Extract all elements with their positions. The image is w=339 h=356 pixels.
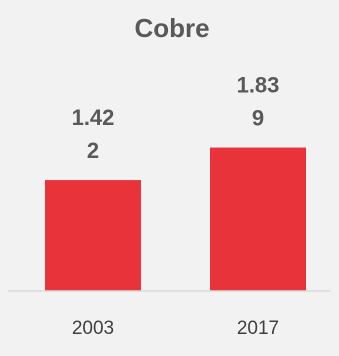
bars-group	[45, 147, 306, 291]
data-label-2003-line-1: 1.42	[72, 105, 115, 130]
data-label-2017-line-2: 9	[252, 106, 264, 131]
x-tick-labels: 2003 2017	[72, 318, 279, 339]
bar-2003	[45, 180, 141, 291]
bar-2017	[210, 147, 306, 291]
data-label-2017-line-1: 1.83	[237, 73, 280, 98]
data-labels-group: 1.42 2 1.83 9	[72, 73, 280, 164]
data-label-2003-line-2: 2	[87, 138, 99, 163]
x-tick-label-2003: 2003	[72, 318, 114, 339]
chart-title: Cobre	[134, 13, 209, 43]
x-tick-label-2017: 2017	[237, 318, 279, 339]
